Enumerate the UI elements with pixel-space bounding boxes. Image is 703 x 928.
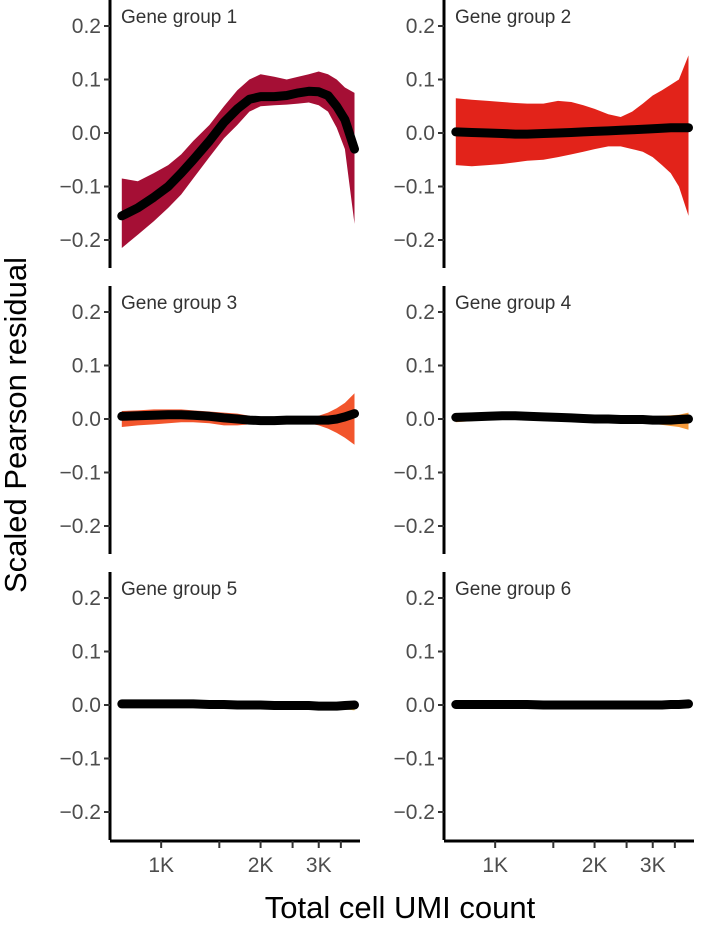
x-tick-label: 2K bbox=[248, 854, 274, 877]
panel-plot-area bbox=[451, 411, 693, 430]
y-tick-label: 0.0 bbox=[406, 122, 435, 145]
panel-title: Gene group 2 bbox=[455, 7, 571, 28]
x-tick-label: 2K bbox=[582, 854, 608, 877]
panel-plot-area bbox=[117, 71, 359, 248]
panel-6: 0.2 0.1 0.0 −0.1 −0.2 Gene group 6 1K 2K 3K bbox=[394, 572, 694, 877]
mean-trend-line bbox=[451, 123, 693, 139]
y-tick-label: −0.1 bbox=[394, 462, 435, 485]
panel-plot-area bbox=[117, 699, 359, 711]
y-tick-label: 0.2 bbox=[72, 301, 101, 324]
y-tick-label: −0.1 bbox=[60, 748, 101, 771]
y-tick-label: −0.2 bbox=[394, 229, 435, 252]
y-tick-label: −0.1 bbox=[394, 748, 435, 771]
mean-trend-line bbox=[117, 86, 359, 221]
y-tick-label: 0.1 bbox=[72, 69, 101, 92]
confidence-band bbox=[121, 71, 355, 248]
panel-1: 0.2 0.1 0.0 −0.1 −0.2 Gene group 1 bbox=[60, 0, 359, 268]
y-tick-label: −0.2 bbox=[394, 515, 435, 538]
panel-title: Gene group 5 bbox=[121, 579, 237, 600]
y-tick-label: 0.1 bbox=[72, 355, 101, 378]
y-tick-label: −0.2 bbox=[394, 801, 435, 824]
y-tick-label: 0.2 bbox=[72, 15, 101, 38]
y-tick-label: 0.1 bbox=[406, 69, 435, 92]
panel-plot-area bbox=[451, 55, 693, 216]
y-tick-label: −0.2 bbox=[60, 229, 101, 252]
x-tick-label: 1K bbox=[482, 854, 508, 877]
y-tick-label: 0.1 bbox=[72, 641, 101, 664]
panel-plot-area bbox=[117, 393, 359, 445]
x-axis-title: Total cell UMI count bbox=[265, 890, 536, 925]
mean-trend-line bbox=[451, 411, 693, 425]
mean-trend-line bbox=[117, 409, 359, 426]
y-tick-label: 0.0 bbox=[406, 694, 435, 717]
y-tick-label: 0.1 bbox=[406, 355, 435, 378]
panel-4: 0.2 0.1 0.0 −0.1 −0.2 Gene group 4 bbox=[394, 286, 693, 554]
panel-3: 0.2 0.1 0.0 −0.1 −0.2 Gene group 3 bbox=[60, 286, 359, 554]
y-tick-label: 0.2 bbox=[406, 15, 435, 38]
panel-grid: 0.2 0.1 0.0 −0.1 −0.2 Gene group 1 0.2 0.1 0.0 −0… bbox=[60, 0, 694, 877]
y-tick-label: 0.2 bbox=[72, 587, 101, 610]
panel-plot-area bbox=[451, 699, 693, 710]
y-tick-label: 0.0 bbox=[72, 694, 101, 717]
y-axis-title: Scaled Pearson residual bbox=[0, 257, 33, 593]
x-tick-label: 3K bbox=[640, 854, 666, 877]
panel-title: Gene group 1 bbox=[121, 7, 237, 28]
y-tick-label: −0.2 bbox=[60, 801, 101, 824]
mean-trend-line bbox=[117, 699, 359, 711]
y-tick-label: −0.1 bbox=[60, 462, 101, 485]
x-tick-label: 3K bbox=[306, 854, 332, 877]
x-tick-label: 1K bbox=[148, 854, 174, 877]
panel-5: 0.2 0.1 0.0 −0.1 −0.2 Gene group 5 1K 2K 3K bbox=[60, 572, 360, 877]
mean-trend-line bbox=[451, 699, 693, 710]
y-tick-label: 0.1 bbox=[406, 641, 435, 664]
panel-title: Gene group 6 bbox=[455, 579, 571, 600]
y-tick-label: −0.1 bbox=[394, 176, 435, 199]
panel-title: Gene group 4 bbox=[455, 293, 572, 314]
y-tick-label: 0.0 bbox=[72, 408, 101, 431]
panel-2: 0.2 0.1 0.0 −0.1 −0.2 Gene group 2 bbox=[394, 0, 693, 268]
y-tick-label: 0.2 bbox=[406, 301, 435, 324]
y-tick-label: −0.2 bbox=[60, 515, 101, 538]
y-tick-label: 0.0 bbox=[406, 408, 435, 431]
y-tick-label: 0.0 bbox=[72, 122, 101, 145]
y-tick-label: 0.2 bbox=[406, 587, 435, 610]
y-tick-label: −0.1 bbox=[60, 176, 101, 199]
panel-title: Gene group 3 bbox=[121, 293, 237, 314]
